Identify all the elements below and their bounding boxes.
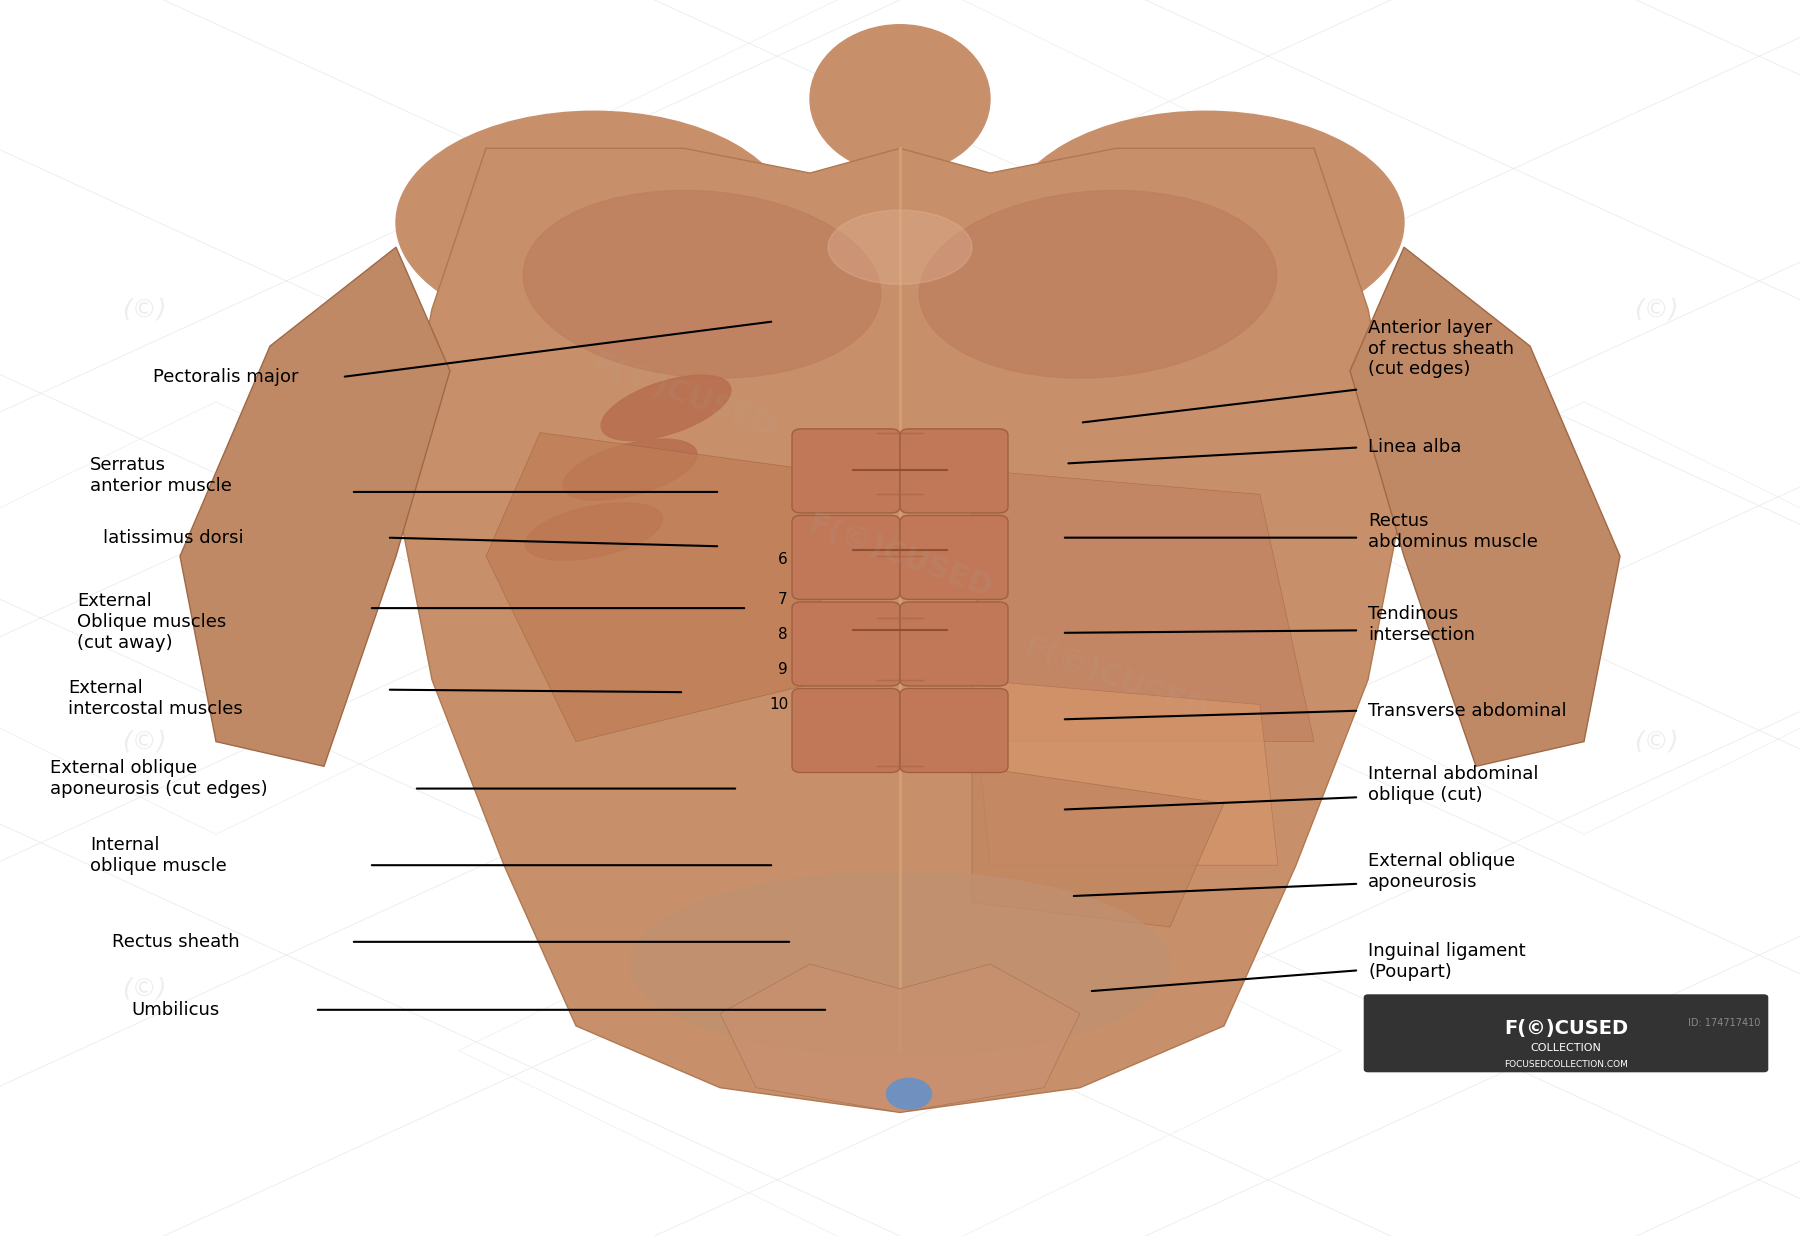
Polygon shape [486, 433, 828, 742]
Polygon shape [720, 964, 1080, 1112]
FancyBboxPatch shape [792, 429, 900, 513]
Text: Transverse abdominal: Transverse abdominal [1368, 702, 1566, 719]
Text: (©): (©) [1634, 297, 1678, 321]
FancyBboxPatch shape [900, 515, 1008, 599]
Ellipse shape [396, 111, 792, 334]
Ellipse shape [1008, 111, 1404, 334]
Text: (©): (©) [1634, 729, 1678, 754]
Ellipse shape [524, 190, 880, 378]
Polygon shape [180, 247, 450, 766]
Ellipse shape [601, 376, 731, 440]
Text: (©): (©) [122, 297, 166, 321]
Text: Umbilicus: Umbilicus [131, 1001, 220, 1018]
Text: (©): (©) [122, 976, 166, 1001]
Text: Inguinal ligament
(Poupart): Inguinal ligament (Poupart) [1368, 942, 1526, 981]
FancyBboxPatch shape [792, 602, 900, 686]
Polygon shape [972, 470, 1314, 742]
Text: 9: 9 [778, 662, 788, 677]
Ellipse shape [563, 439, 697, 501]
FancyBboxPatch shape [900, 429, 1008, 513]
FancyBboxPatch shape [900, 602, 1008, 686]
Text: COLLECTION: COLLECTION [1530, 1043, 1602, 1053]
Text: Tendinous
intersection: Tendinous intersection [1368, 604, 1474, 644]
Text: Rectus sheath: Rectus sheath [112, 933, 239, 950]
Text: ID: 174717410: ID: 174717410 [1688, 1018, 1760, 1028]
Polygon shape [396, 148, 1404, 1112]
Ellipse shape [630, 871, 1170, 1057]
Text: (©): (©) [122, 729, 166, 754]
Text: External
intercostal muscles: External intercostal muscles [68, 679, 243, 718]
Polygon shape [972, 766, 1224, 927]
FancyBboxPatch shape [900, 688, 1008, 772]
Text: 8: 8 [778, 627, 788, 641]
Text: Anterior layer
of rectus sheath
(cut edges): Anterior layer of rectus sheath (cut edg… [1368, 319, 1514, 378]
Ellipse shape [886, 1078, 932, 1110]
Text: Internal abdominal
oblique (cut): Internal abdominal oblique (cut) [1368, 765, 1539, 805]
Text: Serratus
anterior muscle: Serratus anterior muscle [90, 456, 232, 496]
Text: latissimus dorsi: latissimus dorsi [103, 529, 243, 546]
Text: Internal
oblique muscle: Internal oblique muscle [90, 836, 227, 875]
Text: External oblique
aponeurosis: External oblique aponeurosis [1368, 852, 1516, 891]
Ellipse shape [828, 210, 972, 284]
Ellipse shape [920, 190, 1276, 378]
Ellipse shape [526, 503, 662, 560]
Ellipse shape [810, 25, 990, 173]
Text: F(©)CUSED: F(©)CUSED [1505, 1018, 1627, 1038]
Text: F(©)CUSED: F(©)CUSED [805, 509, 995, 603]
Text: Linea alba: Linea alba [1368, 439, 1462, 456]
Text: F(©)CUSED: F(©)CUSED [589, 349, 779, 442]
FancyBboxPatch shape [792, 688, 900, 772]
Text: FOCUSEDCOLLECTION.COM: FOCUSEDCOLLECTION.COM [1505, 1059, 1627, 1069]
Text: External oblique
aponeurosis (cut edges): External oblique aponeurosis (cut edges) [50, 759, 268, 798]
Text: 6: 6 [778, 552, 788, 567]
Text: Rectus
abdominus muscle: Rectus abdominus muscle [1368, 512, 1537, 551]
FancyBboxPatch shape [1364, 995, 1768, 1072]
Text: 7: 7 [778, 592, 788, 607]
Text: (©): (©) [878, 482, 922, 507]
Text: Pectoralis major: Pectoralis major [153, 368, 299, 386]
Text: F(©)CUSED: F(©)CUSED [1021, 633, 1211, 727]
Polygon shape [972, 680, 1278, 865]
Text: 10: 10 [770, 697, 788, 712]
Polygon shape [1350, 247, 1620, 766]
FancyBboxPatch shape [792, 515, 900, 599]
Text: External
Oblique muscles
(cut away): External Oblique muscles (cut away) [77, 592, 227, 651]
